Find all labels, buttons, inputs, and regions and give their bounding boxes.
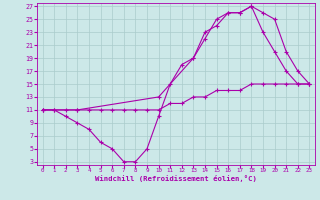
- X-axis label: Windchill (Refroidissement éolien,°C): Windchill (Refroidissement éolien,°C): [95, 175, 257, 182]
